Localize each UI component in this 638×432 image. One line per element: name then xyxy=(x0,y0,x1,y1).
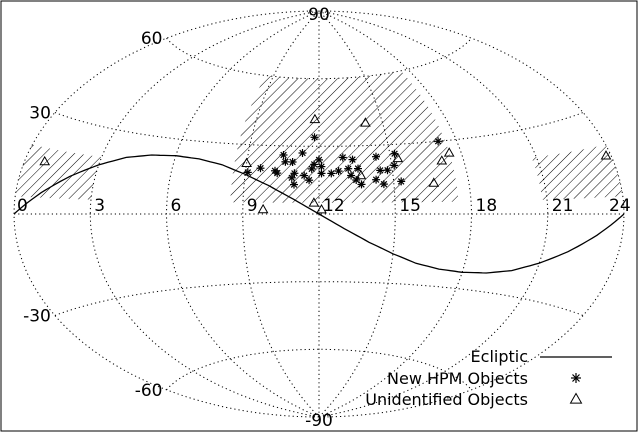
legend-asterisk-glyph xyxy=(571,373,581,383)
unidentified-point xyxy=(443,147,455,157)
unidentified-point xyxy=(309,113,321,124)
hpm-point xyxy=(290,180,298,189)
hpm-point xyxy=(352,176,361,184)
unidentified-point xyxy=(308,197,320,207)
south-pole-label: -90 xyxy=(305,411,333,431)
hpm-point xyxy=(334,167,343,176)
legend-swatch-asterisk-icon xyxy=(571,373,581,383)
series-layer xyxy=(13,113,625,274)
meridian-24 xyxy=(318,10,625,418)
legend-triangle-glyph xyxy=(569,392,583,404)
legend-label-unidentified: Unidentified Objects xyxy=(365,390,528,409)
meridian-18 xyxy=(318,10,473,418)
hpm-point xyxy=(357,180,366,189)
parallel--30 xyxy=(54,281,584,316)
hpm-point xyxy=(243,168,252,177)
hpm-point xyxy=(290,169,299,178)
legend: Ecliptic New HPM Objects Unidentified Ob… xyxy=(365,347,612,409)
meridian-9 xyxy=(242,10,320,418)
hpm-point xyxy=(310,133,319,142)
hpm-point xyxy=(354,164,362,173)
x-tick-label: 12 xyxy=(323,196,345,216)
hpm-point xyxy=(317,169,326,178)
x-tick-label: 0 xyxy=(17,196,28,216)
parallel-30 xyxy=(54,112,584,147)
hpm-point xyxy=(327,169,336,178)
unidentified-point xyxy=(39,155,51,166)
unidentified-point xyxy=(600,150,612,160)
legend-label-ecliptic: Ecliptic xyxy=(471,347,528,366)
hpm-point xyxy=(288,158,297,166)
hpm-point xyxy=(397,177,406,186)
x-tick-label: 9 xyxy=(247,196,258,216)
hpm-point xyxy=(434,137,443,146)
hpm-point xyxy=(372,175,381,184)
hpm-point xyxy=(256,164,265,173)
x-tick-label: 3 xyxy=(94,196,105,216)
legend-swatch-triangle-icon xyxy=(569,392,583,404)
x-tick-label: 6 xyxy=(171,196,182,216)
survey-region-hatch xyxy=(230,70,459,203)
hpm-point xyxy=(305,176,314,185)
hpm-point xyxy=(372,152,380,161)
hpm-point xyxy=(390,161,399,170)
hatch-layer xyxy=(15,70,623,203)
hpm-point xyxy=(383,166,392,175)
y-tick-label: -60 xyxy=(135,381,163,401)
x-tick-label: 18 xyxy=(476,196,498,216)
unidentified-point xyxy=(257,203,269,214)
side-hatch-1 xyxy=(531,144,623,200)
x-tick-label: 21 xyxy=(552,196,574,216)
hpm-point xyxy=(347,171,356,180)
parallel--60 xyxy=(166,348,472,391)
hpm-point xyxy=(344,164,353,173)
parallel-60 xyxy=(166,37,472,80)
y-tick-label: 30 xyxy=(29,104,51,124)
grid-layer xyxy=(13,10,625,418)
meridian-6 xyxy=(165,10,320,418)
side-hatch-0 xyxy=(15,144,102,200)
meridian-3 xyxy=(89,10,320,418)
ecliptic-line xyxy=(13,154,625,274)
hpm-point xyxy=(273,169,282,178)
hpm-point xyxy=(315,155,323,164)
hpm-point xyxy=(317,162,326,171)
north-pole-label: 90 xyxy=(308,5,330,25)
tick-layer: 0 3 6 9 12 15 18 21 24 60 30 -30 -60 90 -90 xyxy=(17,5,631,431)
hpm-point xyxy=(279,151,288,159)
hpm-point xyxy=(298,149,307,157)
hpm-point xyxy=(281,157,290,166)
unidentified-point xyxy=(355,169,367,180)
unidentified-point xyxy=(392,152,404,163)
unidentified-point xyxy=(436,155,448,165)
hpm-point xyxy=(379,180,388,189)
unidentified-point xyxy=(241,157,252,167)
hpm-point xyxy=(348,155,357,164)
legend-label-new-hpm: New HPM Objects xyxy=(387,369,528,388)
x-tick-label: 15 xyxy=(399,196,421,216)
unidentified-point xyxy=(316,203,327,214)
hpm-point xyxy=(338,153,347,162)
unidentified-point xyxy=(428,177,440,187)
y-tick-label: -30 xyxy=(23,307,51,327)
hpm-point xyxy=(376,166,385,175)
x-tick-label: 24 xyxy=(609,196,631,216)
y-tick-label: 60 xyxy=(141,29,163,49)
unidentified-point xyxy=(360,117,371,127)
meridian-15 xyxy=(318,10,396,418)
